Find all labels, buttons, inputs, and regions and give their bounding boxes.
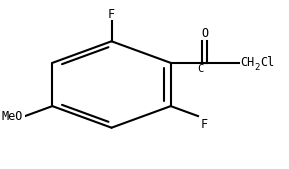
Text: O: O [201, 27, 208, 40]
Text: CH: CH [240, 56, 255, 69]
Text: 2: 2 [255, 63, 260, 72]
Text: F: F [108, 7, 115, 20]
Text: C: C [197, 64, 203, 74]
Text: Cl: Cl [260, 56, 274, 69]
Text: F: F [201, 118, 208, 131]
Text: MeO: MeO [1, 110, 23, 123]
